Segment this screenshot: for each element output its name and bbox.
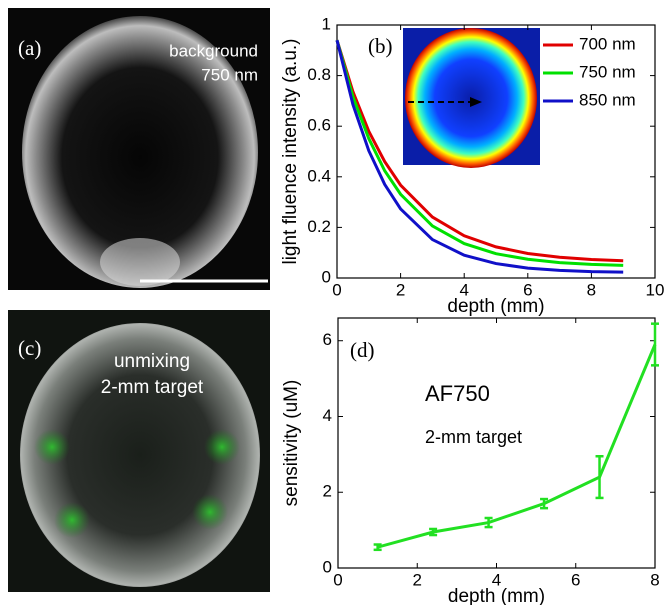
image-object <box>22 16 258 288</box>
error-bar <box>540 497 549 510</box>
error-bar <box>595 455 604 500</box>
x-tick-label: 0 <box>333 570 342 589</box>
plot-frame <box>336 24 656 279</box>
x-tick-label: 2 <box>396 280 405 299</box>
legend-label: 850 nm <box>579 90 636 109</box>
image-highlight <box>100 238 180 286</box>
panel-label: (c) <box>18 336 41 360</box>
image-caption: 2-mm target <box>101 377 204 398</box>
error-bar <box>651 322 659 367</box>
y-tick-label: 0.6 <box>307 116 331 135</box>
y-axis-label: sensitivity (uM) <box>281 380 302 507</box>
legend-label: 750 nm <box>579 62 636 81</box>
data-line <box>335 39 624 274</box>
x-tick-label: 4 <box>492 570 501 589</box>
x-tick-label: 8 <box>587 280 596 299</box>
y-axis-label: light fluence intensity (a.u.) <box>280 38 301 264</box>
x-tick-label: 4 <box>459 280 468 299</box>
y-tick-label: 6 <box>323 330 332 349</box>
data-line <box>335 39 624 267</box>
y-tick-label: 0.8 <box>307 65 331 84</box>
error-bar <box>429 527 438 537</box>
panel-a: (a) background 750 nm <box>8 8 270 290</box>
target-spot <box>54 502 90 538</box>
legend-label: 700 nm <box>579 34 636 53</box>
annotation: AF750 <box>425 381 490 406</box>
x-tick-label: 6 <box>571 570 580 589</box>
x-axis-label: depth (mm) <box>448 586 545 605</box>
target-spot <box>204 429 240 465</box>
error-bar <box>373 543 382 552</box>
y-tick-label: 0 <box>323 557 332 576</box>
y-tick-label: 1 <box>322 14 331 33</box>
image-caption: unmixing <box>114 351 190 372</box>
data-line <box>335 39 624 263</box>
x-tick-label: 8 <box>650 570 659 589</box>
annotation: 2-mm target <box>425 427 522 447</box>
y-tick-label: 4 <box>323 406 332 425</box>
y-tick-label: 2 <box>323 482 332 501</box>
error-bar <box>484 516 493 529</box>
y-tick-label: 0 <box>322 267 331 286</box>
panel-label: (d) <box>350 338 375 362</box>
panel-label: (b) <box>368 34 393 58</box>
panel-c: (c) unmixing 2-mm target <box>8 310 270 592</box>
image-caption: background <box>169 41 258 60</box>
x-tick-label: 2 <box>413 570 422 589</box>
x-axis-label: depth (mm) <box>447 296 544 317</box>
panel-label: (a) <box>18 36 41 60</box>
data-line <box>377 343 657 549</box>
x-tick-label: 6 <box>523 280 532 299</box>
y-tick-label: 0.2 <box>307 217 331 236</box>
x-tick-label: 10 <box>646 280 665 299</box>
target-spot <box>192 494 228 530</box>
y-tick-label: 0.4 <box>307 166 331 185</box>
target-spot <box>34 429 70 465</box>
inset-map <box>403 28 540 168</box>
image-caption: 750 nm <box>201 65 258 84</box>
x-tick-label: 0 <box>332 280 341 299</box>
inset-arrowhead <box>470 97 482 107</box>
